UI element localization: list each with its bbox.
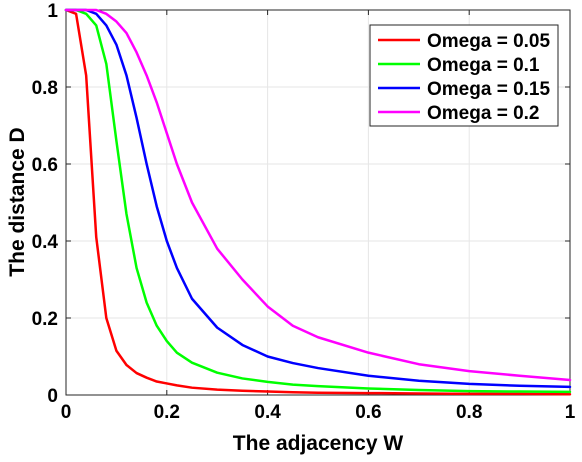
legend-label: Omega = 0.1: [427, 55, 540, 76]
y-tick-label: 0.2: [32, 309, 58, 330]
x-axis-label: The adjacency W: [233, 432, 404, 455]
x-tick-label: 0: [61, 402, 72, 423]
y-tick-labels: 0 0.2 0.4 0.6 0.8 1: [32, 1, 59, 407]
series-line-3: [64, 8, 572, 389]
series-line-1: [64, 8, 572, 396]
series-line-4: [64, 8, 572, 382]
y-axis-label: The distance D: [6, 127, 29, 276]
legend-label: Omega = 0.05: [427, 31, 550, 52]
y-tick-label: 1: [47, 1, 58, 22]
x-tick-label: 0.4: [254, 402, 281, 423]
legend-label: Omega = 0.15: [427, 79, 550, 100]
legend-label: Omega = 0.2: [427, 103, 539, 124]
y-tick-label: 0.4: [32, 232, 59, 253]
x-tick-label: 0.2: [154, 402, 180, 423]
axis-ticks: [65, 9, 571, 396]
plot-area-frame: [65, 9, 571, 396]
x-tick-label: 1: [565, 402, 576, 423]
y-tick-label: 0: [47, 386, 58, 407]
x-tick-label: 0.6: [355, 402, 381, 423]
x-tick-labels: 0 0.2 0.4 0.6 0.8 1: [61, 402, 576, 423]
y-tick-label: 0.6: [32, 155, 58, 176]
y-tick-label: 0.8: [32, 78, 58, 99]
series-line-2: [64, 8, 572, 394]
series-lines: [64, 8, 572, 396]
legend-box: [369, 24, 559, 127]
legend: Omega = 0.05 Omega = 0.1 Omega = 0.15 Omega…: [369, 24, 559, 127]
x-tick-label: 0.8: [456, 402, 482, 423]
